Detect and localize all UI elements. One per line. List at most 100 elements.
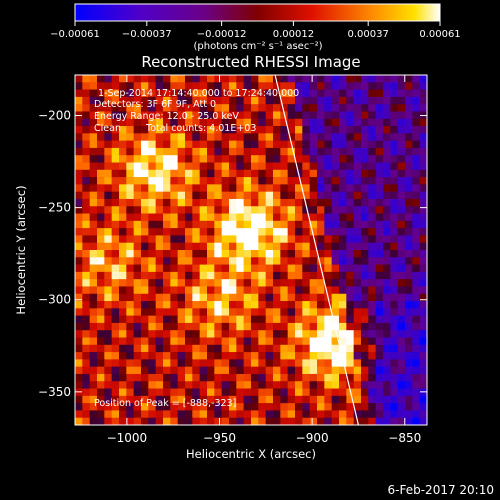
heatmap-cell (251, 250, 259, 258)
heatmap-cell (75, 330, 83, 338)
heatmap-cell (405, 96, 413, 105)
heatmap-cell (353, 89, 362, 98)
heatmap-cell (405, 198, 413, 207)
heatmap-cell (89, 322, 98, 331)
heatmap-cell (163, 82, 171, 90)
heatmap-cell (375, 352, 384, 360)
heatmap-cell (148, 279, 156, 287)
heatmap-cell (133, 228, 142, 236)
heatmap-cell (97, 169, 105, 178)
heatmap-cell (82, 366, 90, 375)
heatmap-cell (331, 184, 340, 192)
heatmap-cell (243, 395, 252, 404)
heatmap-cell (111, 271, 120, 280)
heatmap-cell (199, 89, 208, 98)
heatmap-cell (148, 177, 156, 185)
heatmap-cell (405, 381, 413, 389)
heatmap-cell (339, 82, 347, 90)
heatmap-cell (331, 235, 340, 244)
heatmap-cell (375, 111, 384, 120)
heatmap-cell (75, 410, 83, 419)
heatmap-cell (214, 286, 222, 295)
heatmap-cell (419, 228, 427, 236)
heatmap-cell (199, 322, 208, 331)
heatmap-cell (273, 395, 281, 404)
heatmap-cell (317, 191, 325, 200)
heatmap-cell (104, 257, 112, 265)
heatmap-cell (368, 133, 376, 141)
heatmap-cell (361, 293, 369, 302)
heatmap-cell (412, 235, 420, 244)
heatmap-cell (280, 242, 288, 251)
heatmap-cell (207, 293, 215, 302)
heatmap-cell (273, 198, 281, 207)
heatmap-cell (177, 308, 186, 316)
heatmap-cell (148, 264, 156, 273)
heatmap-cell (243, 147, 252, 156)
heatmap-cell (383, 322, 391, 331)
heatmap-cell (361, 308, 369, 316)
heatmap-cell (287, 395, 296, 404)
heatmap-cell (192, 111, 200, 120)
heatmap-cell (375, 315, 384, 324)
heatmap-cell (419, 257, 427, 265)
heatmap-cell (273, 140, 281, 149)
heatmap-cell (119, 337, 127, 346)
heatmap-cell (177, 75, 186, 83)
heatmap-cell (273, 111, 281, 120)
heatmap-cell (405, 118, 413, 127)
heatmap-cell (236, 257, 244, 265)
heatmap-cell (390, 366, 398, 375)
heatmap-cell (397, 322, 406, 331)
heatmap-cell (148, 96, 156, 105)
heatmap-cell (353, 330, 362, 338)
heatmap-cell (207, 395, 215, 404)
heatmap-cell (287, 169, 296, 178)
heatmap-cell (280, 118, 288, 127)
heatmap-cell (148, 301, 156, 309)
heatmap-cell (75, 75, 83, 83)
heatmap-cell (207, 330, 215, 338)
heatmap-cell (177, 184, 186, 192)
heatmap-cell (390, 403, 398, 411)
heatmap-cell (383, 133, 391, 141)
heatmap-cell (199, 315, 208, 324)
heatmap-cell (207, 417, 215, 425)
heatmap-cell (199, 235, 208, 244)
heatmap-cell (324, 220, 332, 229)
heatmap-cell (368, 352, 376, 360)
heatmap-cell (390, 126, 398, 134)
heatmap-cell (390, 198, 398, 207)
heatmap-cell (104, 198, 112, 207)
heatmap-cell (192, 89, 200, 98)
heatmap-cell (97, 96, 105, 105)
heatmap-cell (419, 352, 427, 360)
heatmap-cell (397, 177, 406, 185)
heatmap-cell (353, 366, 362, 375)
heatmap-cell (317, 344, 325, 353)
heatmap-cell (324, 381, 332, 389)
heatmap-cell (155, 169, 164, 178)
heatmap-cell (339, 191, 347, 200)
heatmap-cell (309, 184, 318, 192)
heatmap-cell (339, 104, 347, 112)
heatmap-cell (163, 315, 171, 324)
heatmap-cell (119, 322, 127, 331)
heatmap-cell (273, 155, 281, 163)
heatmap-cell (163, 191, 171, 200)
heatmap-cell (119, 352, 127, 360)
heatmap-cell (133, 279, 142, 287)
heatmap-cell (214, 118, 222, 127)
heatmap-cell (236, 264, 244, 273)
heatmap-cell (82, 344, 90, 353)
heatmap-cell (207, 315, 215, 324)
heatmap-cell (317, 403, 325, 411)
heatmap-cell (229, 111, 237, 120)
heatmap-cell (397, 126, 406, 134)
heatmap-cell (331, 417, 340, 425)
heatmap-cell (214, 242, 222, 251)
heatmap-cell (214, 126, 222, 134)
heatmap-cell (375, 104, 384, 112)
heatmap-cell (177, 111, 186, 120)
y-axis-label: Heliocentric Y (arcsec) (14, 185, 28, 314)
